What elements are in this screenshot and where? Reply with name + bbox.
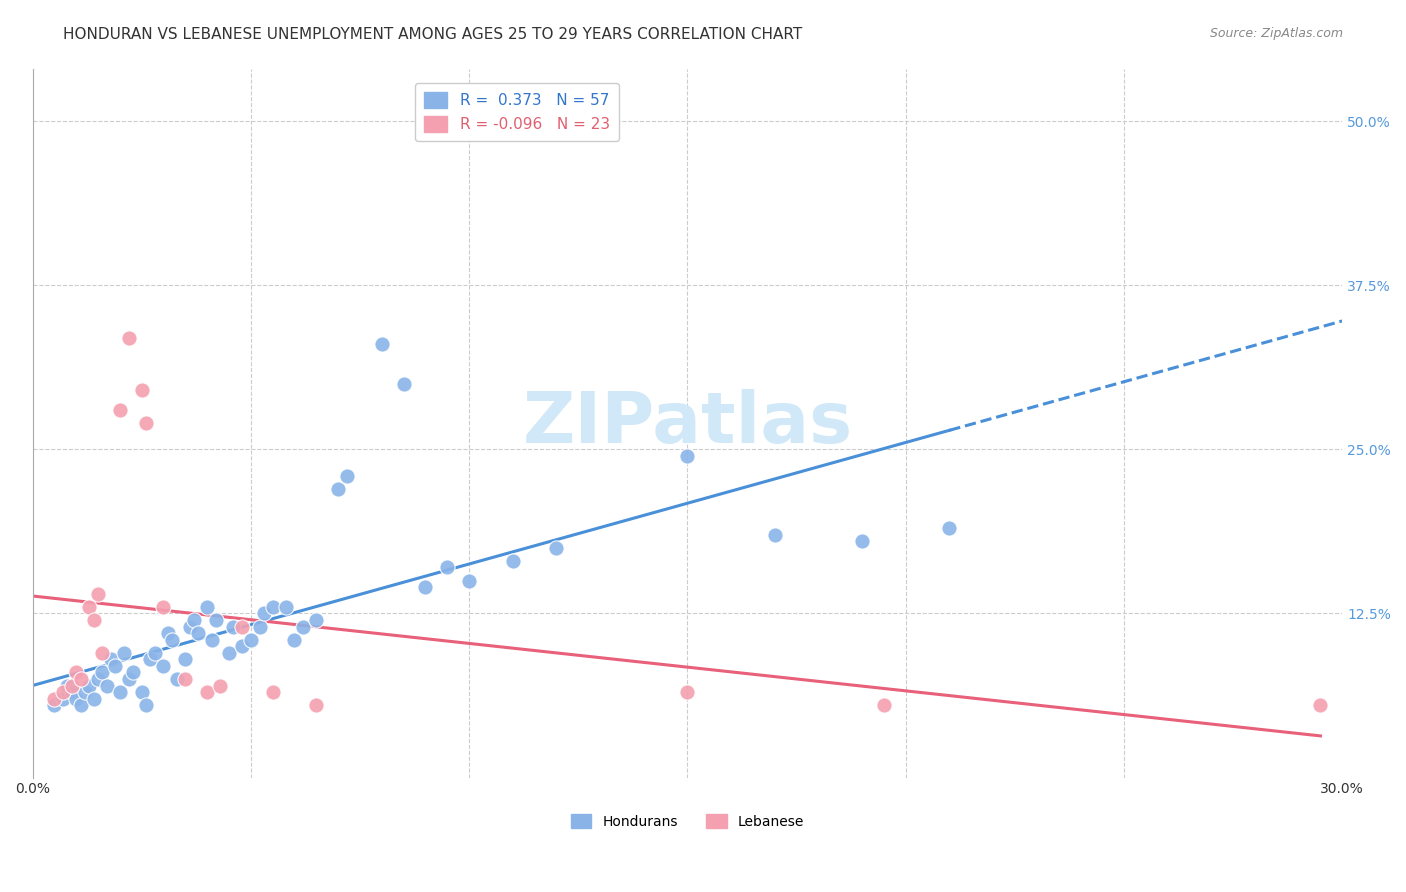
Point <box>100 652 122 666</box>
Point <box>108 403 131 417</box>
Point <box>156 626 179 640</box>
Point <box>195 599 218 614</box>
Point <box>73 685 96 699</box>
Point <box>218 646 240 660</box>
Point <box>292 619 315 633</box>
Point <box>415 580 437 594</box>
Point <box>763 527 786 541</box>
Point <box>200 632 222 647</box>
Point <box>60 685 83 699</box>
Point <box>231 639 253 653</box>
Point <box>69 672 91 686</box>
Point <box>135 698 157 713</box>
Point <box>152 659 174 673</box>
Point <box>65 691 87 706</box>
Point <box>56 679 79 693</box>
Point <box>676 449 699 463</box>
Point <box>52 691 75 706</box>
Point <box>195 685 218 699</box>
Point <box>143 646 166 660</box>
Point <box>222 619 245 633</box>
Point <box>160 632 183 647</box>
Point <box>305 613 328 627</box>
Point <box>458 574 481 588</box>
Point <box>65 665 87 680</box>
Point <box>436 560 458 574</box>
Point <box>83 613 105 627</box>
Text: HONDURAN VS LEBANESE UNEMPLOYMENT AMONG AGES 25 TO 29 YEARS CORRELATION CHART: HONDURAN VS LEBANESE UNEMPLOYMENT AMONG … <box>63 27 803 42</box>
Point <box>873 698 896 713</box>
Point <box>249 619 271 633</box>
Point <box>502 554 524 568</box>
Point <box>274 599 297 614</box>
Point <box>112 646 135 660</box>
Point <box>546 541 568 555</box>
Point <box>87 672 110 686</box>
Point <box>87 587 110 601</box>
Point <box>69 698 91 713</box>
Point <box>187 626 209 640</box>
Point <box>938 521 960 535</box>
Point <box>174 652 197 666</box>
Point <box>52 685 75 699</box>
Point <box>77 679 100 693</box>
Point <box>239 632 262 647</box>
Point <box>1309 698 1331 713</box>
Text: ZIPatlas: ZIPatlas <box>522 389 852 458</box>
Point <box>283 632 305 647</box>
Point <box>305 698 328 713</box>
Point <box>135 416 157 430</box>
Legend: Hondurans, Lebanese: Hondurans, Lebanese <box>565 808 810 834</box>
Point <box>131 685 153 699</box>
Point <box>117 331 139 345</box>
Point <box>108 685 131 699</box>
Point <box>139 652 162 666</box>
Point <box>166 672 188 686</box>
Point <box>77 599 100 614</box>
Point <box>209 679 232 693</box>
Point <box>91 665 114 680</box>
Point <box>122 665 145 680</box>
Point <box>44 691 66 706</box>
Point <box>117 672 139 686</box>
Point <box>183 613 205 627</box>
Point <box>60 679 83 693</box>
Text: Source: ZipAtlas.com: Source: ZipAtlas.com <box>1209 27 1343 40</box>
Point <box>392 376 415 391</box>
Point <box>253 607 276 621</box>
Point <box>336 468 359 483</box>
Point <box>326 482 349 496</box>
Point <box>205 613 228 627</box>
Point <box>174 672 197 686</box>
Point <box>262 599 284 614</box>
Point <box>44 698 66 713</box>
Point <box>179 619 201 633</box>
Point <box>91 646 114 660</box>
Point <box>152 599 174 614</box>
Point <box>371 337 394 351</box>
Point <box>676 685 699 699</box>
Point <box>83 691 105 706</box>
Point <box>104 659 127 673</box>
Point <box>96 679 118 693</box>
Point <box>131 383 153 397</box>
Point <box>851 534 873 549</box>
Point <box>231 619 253 633</box>
Point <box>262 685 284 699</box>
